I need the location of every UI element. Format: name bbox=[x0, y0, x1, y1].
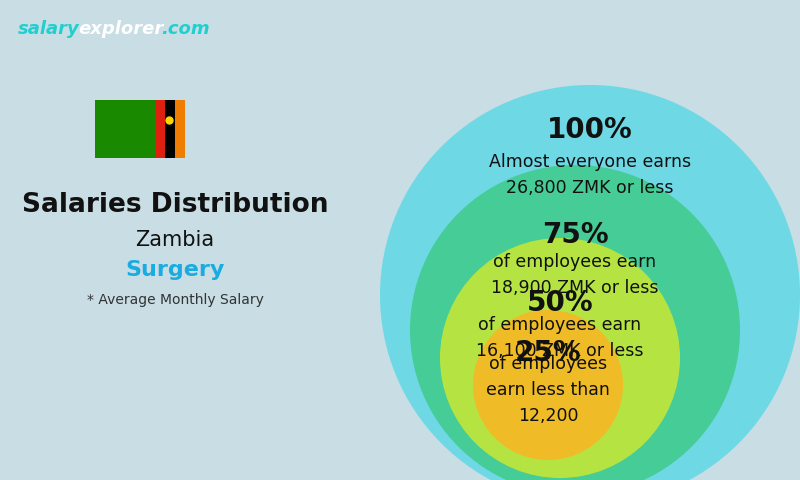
Text: 50%: 50% bbox=[526, 289, 594, 317]
Text: 25%: 25% bbox=[514, 339, 582, 367]
Text: salary: salary bbox=[18, 20, 80, 38]
Circle shape bbox=[410, 165, 740, 480]
Circle shape bbox=[380, 85, 800, 480]
Text: of employees earn
16,100 ZMK or less: of employees earn 16,100 ZMK or less bbox=[476, 316, 644, 360]
Text: explorer: explorer bbox=[78, 20, 163, 38]
Text: Zambia: Zambia bbox=[135, 230, 214, 250]
Text: Almost everyone earns
26,800 ZMK or less: Almost everyone earns 26,800 ZMK or less bbox=[489, 153, 691, 197]
Bar bbox=[175, 100, 186, 158]
Circle shape bbox=[440, 238, 680, 478]
Text: 100%: 100% bbox=[547, 116, 633, 144]
Text: Surgery: Surgery bbox=[126, 260, 225, 280]
Text: of employees earn
18,900 ZMK or less: of employees earn 18,900 ZMK or less bbox=[491, 253, 658, 297]
Text: 75%: 75% bbox=[542, 221, 608, 249]
Bar bbox=[95, 100, 185, 158]
Text: .com: .com bbox=[161, 20, 210, 38]
Text: * Average Monthly Salary: * Average Monthly Salary bbox=[86, 293, 263, 307]
Bar bbox=[155, 100, 166, 158]
Circle shape bbox=[473, 310, 623, 460]
Text: Salaries Distribution: Salaries Distribution bbox=[22, 192, 328, 218]
Bar bbox=[166, 100, 175, 158]
Text: of employees
earn less than
12,200: of employees earn less than 12,200 bbox=[486, 355, 610, 425]
